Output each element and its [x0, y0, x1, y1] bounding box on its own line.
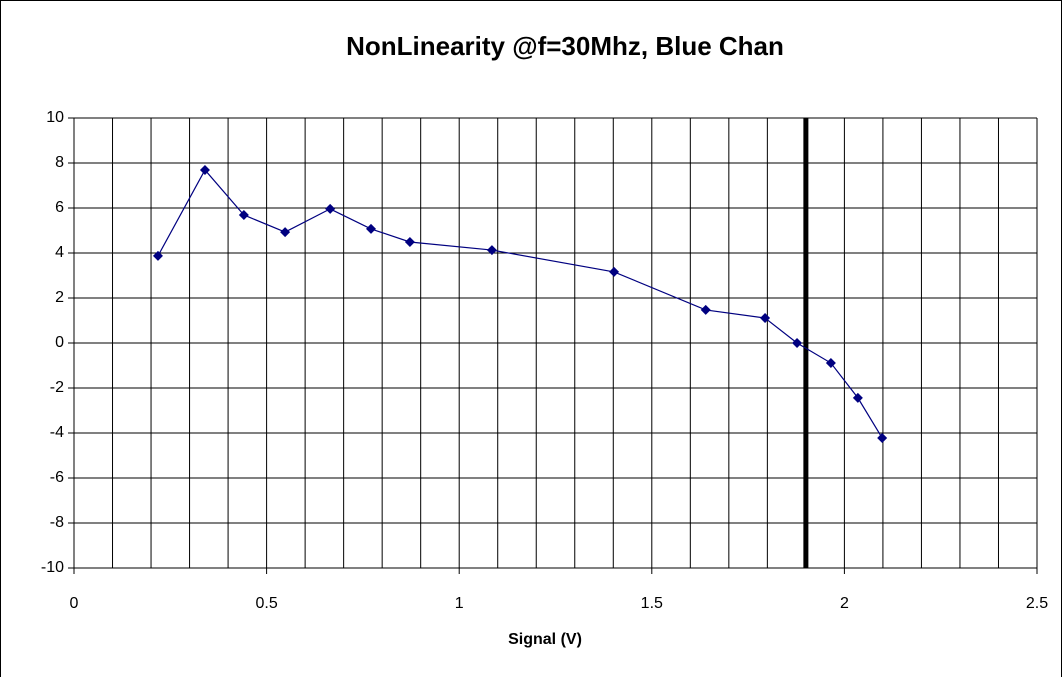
data-point [404, 236, 415, 247]
data-point [486, 245, 497, 256]
data-point [152, 250, 163, 261]
x-tick-label: 0 [70, 595, 79, 612]
y-tick-label: 4 [55, 244, 64, 261]
data-point [700, 304, 711, 315]
x-tick-label: 2.5 [1026, 595, 1048, 612]
data-point [280, 227, 291, 238]
y-tick-label: -8 [50, 514, 64, 531]
y-tick-label: -10 [41, 559, 64, 576]
data-point [609, 266, 620, 277]
y-tick-label: 6 [55, 199, 64, 216]
x-tick-label: 0.5 [255, 595, 277, 612]
data-point [238, 209, 249, 220]
data-point [877, 432, 888, 443]
y-tick-label: -6 [50, 469, 64, 486]
data-point [760, 313, 771, 324]
data-point [365, 223, 376, 234]
y-tick-label: -4 [50, 424, 64, 441]
data-point [852, 392, 863, 403]
data-point [825, 358, 836, 369]
data-point [792, 338, 803, 348]
x-tick-label: 2 [840, 595, 849, 612]
chart-title: NonLinearity @f=30Mhz, Blue Chan [346, 31, 784, 61]
x-axis-title: Signal (V) [508, 631, 582, 648]
x-tick-label: 1.5 [641, 595, 663, 612]
data-point [325, 203, 336, 214]
y-tick-label: 8 [55, 154, 64, 171]
y-tick-label: 10 [46, 109, 64, 126]
y-tick-label: -2 [50, 379, 64, 396]
data-point [199, 164, 210, 175]
x-tick-label: 1 [455, 595, 464, 612]
y-tick-label: 0 [55, 334, 64, 351]
y-tick-label: 2 [55, 289, 64, 306]
